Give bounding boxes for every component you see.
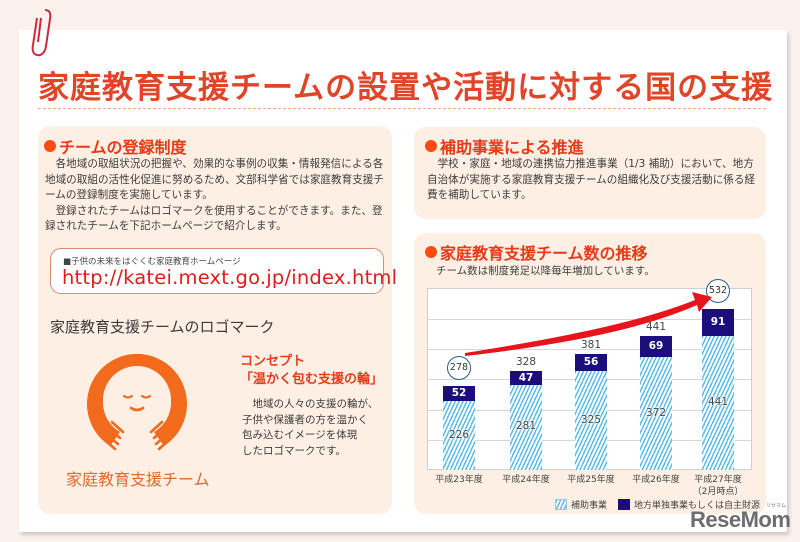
bar-segment-independent: 56: [575, 354, 607, 372]
registration-heading: チームの登録制度: [44, 134, 187, 158]
bar-value-subsidy: 372: [645, 406, 667, 419]
concept-slogan: 「温かく包む支援の輪」: [240, 372, 384, 387]
concept-line: 包み込むイメージを体現: [242, 429, 358, 442]
homepage-caption: ■子供の未来をはぐくむ家庭教育ホームページ: [63, 257, 241, 267]
legend-label: 地方単独事業もしくは自主財源: [634, 501, 761, 511]
resemom-watermark: ReseMom: [690, 507, 791, 532]
concept-line: したロゴマークです。: [242, 444, 346, 457]
bar-total: 328: [515, 355, 537, 368]
x-axis-label: 平成27年度 （2月時点）: [688, 474, 748, 498]
bar-total-circled: 532: [706, 278, 730, 303]
title-divider: [38, 108, 766, 109]
bar-segment-subsidy: 325: [575, 371, 607, 470]
bar-segment-independent: 52: [443, 385, 475, 402]
bar-total: 381: [580, 339, 602, 352]
bar-total: 441: [645, 321, 667, 334]
bar-value-subsidy: 325: [580, 413, 602, 426]
concept-description: 地域の人々の支援の輪が、 子供や保護者の方を温かく 包み込むイメージを体現 した…: [242, 397, 378, 459]
x-axis-label: 平成23年度: [435, 475, 483, 485]
bar-value-subsidy: 281: [515, 420, 537, 433]
concept-line: 地域の人々の支援の輪が、: [242, 398, 379, 410]
bar-segment-subsidy: 226: [443, 401, 475, 470]
bar-segment-independent: 47: [510, 370, 542, 385]
concept-label: コンセプト: [240, 354, 306, 369]
registration-paragraph-1: 各地域の取組状況の把握や、効果的な事例の収集・情報発信による各地域の取組の活性化…: [45, 158, 384, 202]
paperclip-icon: [31, 9, 52, 57]
bar-value-subsidy: 226: [448, 428, 470, 441]
team-logo-icon: [87, 353, 187, 451]
chart-bar: 441 91 532: [702, 278, 734, 470]
legend-independent: 地方単独事業もしくは自主財源: [618, 498, 760, 511]
bar-segment-subsidy: 441: [702, 336, 734, 470]
registration-heading-text: チームの登録制度: [59, 138, 187, 157]
x-axis-label: 平成25年度: [567, 475, 615, 485]
legend-subsidy: 補助事業: [555, 498, 607, 511]
legend-swatch-hatched: [555, 499, 567, 510]
subsidy-heading: 補助事業による推進: [425, 134, 584, 158]
subsidy-paragraph: 学校・家庭・地域の連携協力推進事業（1/3 補助）において、地方自治体が実施する…: [427, 158, 756, 202]
bar-value-subsidy: 441: [707, 396, 729, 409]
chart-bar: 226 52 278: [443, 355, 475, 470]
subsidy-body: 学校・家庭・地域の連携協力推進事業（1/3 補助）において、地方自治体が実施する…: [427, 157, 761, 204]
legend-swatch-solid: [618, 499, 630, 510]
chart-heading: 家庭教育支援チーム数の推移: [425, 240, 648, 264]
homepage-link-box: ■子供の未来をはぐくむ家庭教育ホームページ http://katei.mext.…: [50, 248, 397, 294]
bar-total-circled: 278: [447, 355, 471, 380]
registration-paragraph-2: 登録されたチームはロゴマークを使用することができます。また、登録されたチームを下…: [45, 204, 383, 233]
bar-segment-independent: 91: [702, 308, 734, 337]
registration-body: 各地域の取組状況の把握や、効果的な事例の収集・情報発信による各地域の取組の活性化…: [45, 157, 385, 235]
logo-heading: 家庭教育支援チームのロゴマーク: [50, 318, 275, 336]
bar-segment-subsidy: 372: [640, 357, 672, 470]
page-title: 家庭教育支援チームの設置や活動に対する国の支援: [38, 70, 774, 106]
subsidy-panel: [414, 127, 766, 219]
x-axis-label: 平成24年度: [502, 475, 550, 485]
bullet-dot-icon: [425, 246, 437, 258]
chart-bar: 281 47 328: [510, 356, 542, 470]
bullet-dot-icon: [425, 140, 437, 152]
chart-bar: 325 56 381: [575, 339, 607, 470]
homepage-link[interactable]: http://katei.mext.go.jp/index.html: [62, 266, 398, 289]
legend-label: 補助事業: [571, 501, 608, 511]
logo-caption: 家庭教育支援チーム: [66, 470, 210, 489]
x-axis-label-note: （2月時点）: [692, 487, 744, 497]
resemom-ruby: リセマム: [766, 503, 787, 509]
registration-panel: [38, 126, 392, 514]
concept-title: コンセプト 「温かく包む支援の輪」: [240, 353, 383, 389]
x-axis-label: 平成26年度: [632, 475, 680, 485]
chart-heading-text: 家庭教育支援チーム数の推移: [440, 244, 648, 263]
bullet-dot-icon: [44, 140, 56, 152]
bar-segment-subsidy: 281: [510, 384, 542, 470]
concept-line: 子供や保護者の方を温かく: [242, 413, 368, 426]
subsidy-heading-text: 補助事業による推進: [440, 138, 584, 157]
chart-bar: 372 69 441: [640, 321, 672, 470]
bar-segment-independent: 69: [640, 336, 672, 358]
chart-subtitle: チーム数は制度発足以降毎年増加しています。: [436, 265, 655, 277]
